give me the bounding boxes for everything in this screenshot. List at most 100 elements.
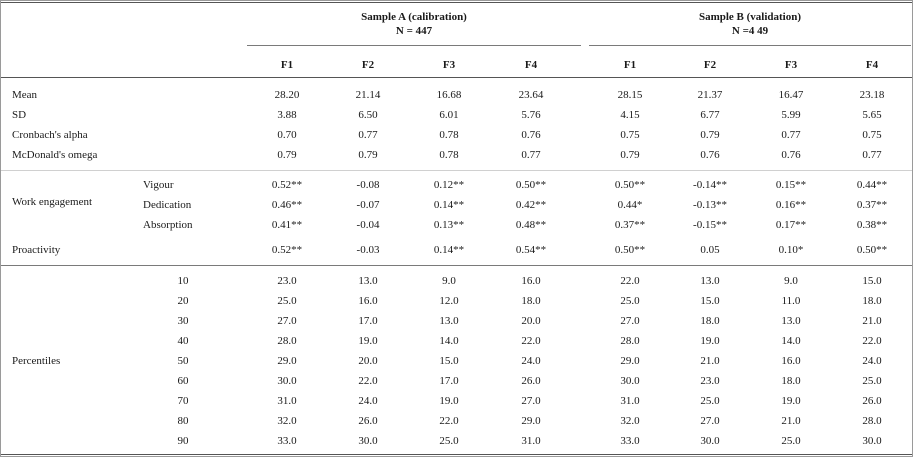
correlation-cell: 0.37** <box>614 219 646 231</box>
percentile-cell: 16.0 <box>781 355 801 367</box>
percentile-cell: 16.0 <box>521 275 541 287</box>
percentile-cell: 26.0 <box>358 415 378 427</box>
sub-row-label: Vigour <box>143 179 174 191</box>
stat-cell: 0.77 <box>358 129 378 141</box>
percentile-cell: 20.0 <box>358 355 378 367</box>
percentile-cell: 31.0 <box>620 395 640 407</box>
correlation-cell: -0.04 <box>356 219 380 231</box>
percentile-cell: 29.0 <box>277 355 297 367</box>
percentile-cell: 21.0 <box>781 415 801 427</box>
percentile-cell: 30.0 <box>358 435 378 447</box>
correlation-cell: 0.37** <box>856 199 888 211</box>
percentile-cell: 31.0 <box>521 435 541 447</box>
work-engagement-label: Work engagement <box>12 196 93 208</box>
percentile-cell: 17.0 <box>358 315 378 327</box>
correlation-cell: 0.12** <box>433 179 465 191</box>
stat-cell: 0.79 <box>277 149 297 161</box>
stat-cell: 0.75 <box>620 129 640 141</box>
stat-cell: 0.76 <box>781 149 801 161</box>
percentile-label: 90 <box>177 435 189 447</box>
percentile-label: 60 <box>177 375 189 387</box>
correlation-cell: 0.15** <box>775 179 807 191</box>
percentile-cell: 22.0 <box>358 375 378 387</box>
correlation-cell: 0.50** <box>614 244 646 256</box>
correlation-cell: 0.16** <box>775 199 807 211</box>
sample-a-n: N = 447 <box>395 25 433 37</box>
percentile-cell: 13.0 <box>358 275 378 287</box>
percentile-cell: 19.0 <box>700 335 720 347</box>
sample-a-header: Sample A (calibration) <box>361 11 467 23</box>
percentile-label: 20 <box>177 295 189 307</box>
percentile-cell: 28.0 <box>277 335 297 347</box>
correlation-cell: 0.44* <box>617 199 643 211</box>
stat-cell: 0.77 <box>521 149 541 161</box>
percentile-cell: 25.0 <box>862 375 882 387</box>
stat-cell: 16.47 <box>778 89 804 101</box>
percentile-cell: 15.0 <box>700 295 720 307</box>
stat-cell: 16.68 <box>436 89 462 101</box>
column-header-f3: F3 <box>442 59 456 71</box>
row-label: Cronbach's alpha <box>12 129 88 141</box>
sample-b-n: N =4 49 <box>731 25 769 37</box>
percentile-cell: 25.0 <box>277 295 297 307</box>
correlation-cell: 0.50** <box>856 244 888 256</box>
correlation-cell: 0.05 <box>700 244 720 256</box>
percentile-cell: 18.0 <box>781 375 801 387</box>
proactivity-label: Proactivity <box>12 244 61 256</box>
percentile-cell: 21.0 <box>862 315 882 327</box>
stat-cell: 21.14 <box>355 89 381 101</box>
correlation-cell: -0.07 <box>356 199 380 211</box>
percentile-cell: 23.0 <box>277 275 297 287</box>
bottom-rule <box>1 454 912 455</box>
stat-cell: 6.01 <box>439 109 459 121</box>
percentile-cell: 24.0 <box>862 355 882 367</box>
percentile-cell: 27.0 <box>700 415 720 427</box>
percentile-cell: 30.0 <box>620 375 640 387</box>
section-rule-percentiles <box>1 265 912 266</box>
stat-cell: 21.37 <box>697 89 723 101</box>
correlation-cell: -0.14** <box>693 179 727 191</box>
percentile-label: 80 <box>177 415 189 427</box>
correlation-cell: 0.54** <box>515 244 547 256</box>
stat-cell: 6.77 <box>700 109 720 121</box>
stat-cell: 23.18 <box>859 89 885 101</box>
percentile-label: 40 <box>177 335 189 347</box>
percentile-cell: 22.0 <box>620 275 640 287</box>
column-header-f4: F4 <box>524 59 538 71</box>
stat-cell: 0.79 <box>700 129 720 141</box>
correlation-cell: 0.52** <box>271 179 303 191</box>
percentile-cell: 16.0 <box>358 295 378 307</box>
correlation-cell: 0.17** <box>775 219 807 231</box>
percentile-cell: 15.0 <box>862 275 882 287</box>
correlation-cell: -0.15** <box>693 219 727 231</box>
correlation-cell: 0.50** <box>614 179 646 191</box>
correlation-cell: 0.14** <box>433 244 465 256</box>
column-header-f1: F1 <box>623 59 637 71</box>
percentile-cell: 28.0 <box>862 415 882 427</box>
sub-row-label: Absorption <box>143 219 193 231</box>
percentile-label: 50 <box>177 355 189 367</box>
sub-row-label: Dedication <box>143 199 192 211</box>
stat-cell: 0.70 <box>277 129 297 141</box>
percentile-cell: 32.0 <box>620 415 640 427</box>
percentile-cell: 26.0 <box>862 395 882 407</box>
stat-cell: 0.79 <box>620 149 640 161</box>
stat-cell: 6.50 <box>358 109 378 121</box>
percentile-cell: 26.0 <box>521 375 541 387</box>
correlation-cell: 0.38** <box>856 219 888 231</box>
percentile-cell: 19.0 <box>439 395 459 407</box>
sample-a-underline <box>247 45 581 46</box>
stat-cell: 0.77 <box>781 129 801 141</box>
percentile-cell: 13.0 <box>439 315 459 327</box>
column-header-f3: F3 <box>784 59 798 71</box>
sample-b-underline <box>589 45 911 46</box>
percentile-cell: 28.0 <box>620 335 640 347</box>
percentile-cell: 13.0 <box>700 275 720 287</box>
correlation-cell: 0.52** <box>271 244 303 256</box>
percentile-cell: 31.0 <box>277 395 297 407</box>
stat-cell: 0.76 <box>700 149 720 161</box>
correlation-cell: -0.03 <box>356 244 380 256</box>
stat-cell: 0.79 <box>358 149 378 161</box>
percentile-cell: 11.0 <box>781 295 801 307</box>
